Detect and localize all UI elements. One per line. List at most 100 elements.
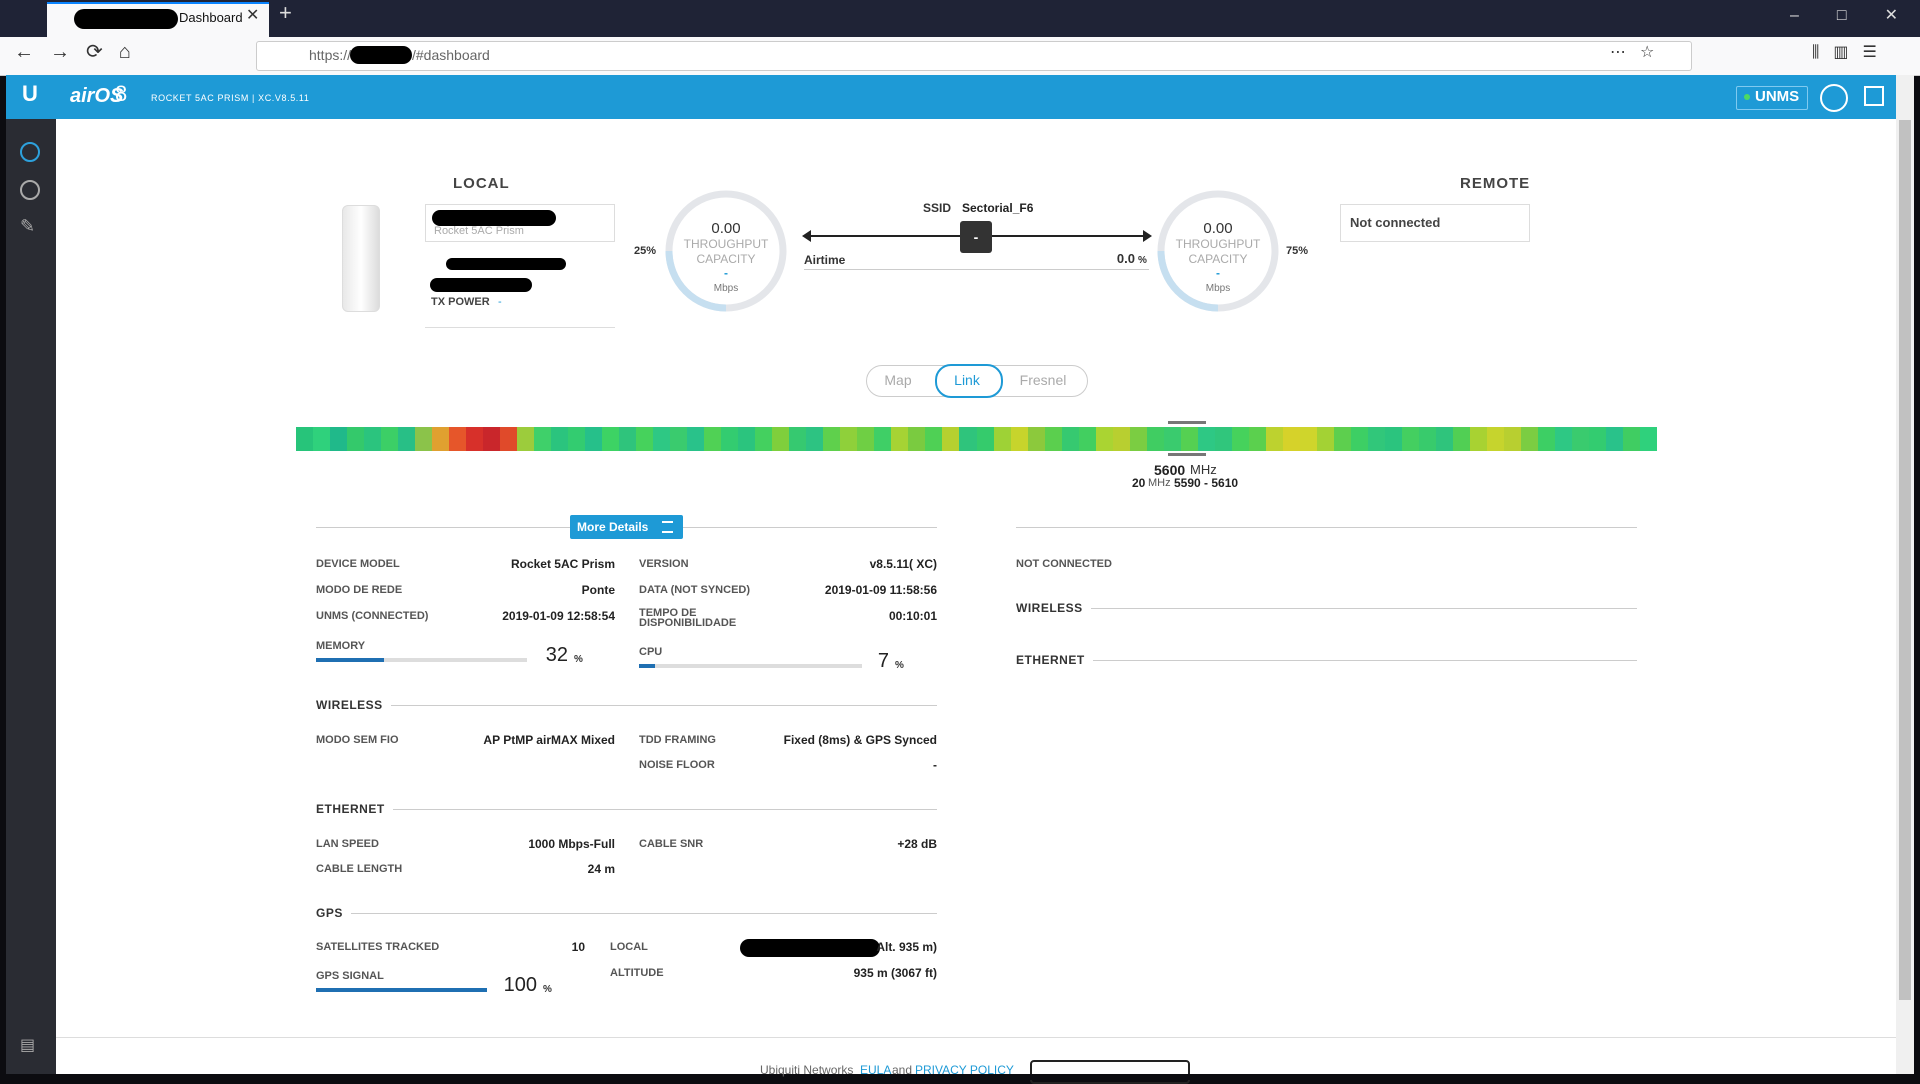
footer-privacy[interactable]: PRIVACY POLICY <box>915 1063 1014 1077</box>
spectrum-cell <box>1129 427 1148 451</box>
new-tab[interactable]: + <box>279 0 292 25</box>
airtime-value: 0.0 <box>1116 251 1135 266</box>
spectrum-cell <box>959 427 977 451</box>
brand-version: 8 <box>115 81 128 106</box>
sidebar-dashboard[interactable] <box>20 142 40 162</box>
sidebar-settings[interactable] <box>20 180 40 200</box>
spectrum-cell <box>517 427 535 451</box>
local-title: LOCAL <box>453 175 510 192</box>
spectrum-cell <box>602 427 620 451</box>
tools-button[interactable] <box>1820 84 1848 112</box>
local-box <box>425 204 615 242</box>
ssid: Sectorial_F6 <box>962 201 1034 215</box>
divider <box>1016 527 1637 528</box>
sidebar-tools[interactable]: ✎ <box>20 216 36 236</box>
spectrum-cell <box>500 427 518 451</box>
spectrum-cell <box>296 427 314 451</box>
menu-icons[interactable]: ⫼▥☰ <box>1812 44 1891 61</box>
spectrum-cell <box>823 427 841 451</box>
spectrum-cell <box>704 427 722 451</box>
link-button[interactable] <box>960 221 992 253</box>
detail-label: SATELLITES TRACKED <box>316 941 440 953</box>
spectrum-cell <box>1605 427 1624 451</box>
spectrum-cell <box>1486 427 1505 451</box>
redaction <box>74 9 178 29</box>
gauge-value: 0.00 <box>1203 220 1233 237</box>
unms-button[interactable] <box>1736 86 1808 110</box>
spectrum-cell <box>1299 427 1318 451</box>
detail-value: Fixed (8ms) & GPS Synced <box>783 733 937 747</box>
spectrum-cell <box>874 427 892 451</box>
gauge-arc <box>1157 250 1219 312</box>
spectrum-cell <box>619 427 637 451</box>
sidebar-log[interactable]: ▤ <box>20 1037 36 1054</box>
detail-label: MODO SEM FIO <box>316 734 399 746</box>
tab-close[interactable]: ✕ <box>246 7 260 24</box>
spectrum-cell <box>534 427 552 451</box>
gauge-dash: - <box>724 266 728 280</box>
redaction <box>740 939 880 957</box>
spectrum-cell <box>976 427 994 451</box>
spectrum-cell <box>1180 427 1199 451</box>
brand: airOS <box>70 85 124 107</box>
redaction <box>446 258 566 270</box>
scroll-thumb[interactable] <box>1899 120 1911 1000</box>
view-tab[interactable]: Fresnel <box>1019 372 1067 388</box>
spectrum-cell <box>1078 427 1097 451</box>
more-details-button[interactable] <box>570 515 683 539</box>
airtime-line <box>804 269 1149 270</box>
window-controls[interactable]: –□✕ <box>1790 7 1898 24</box>
spectrum-cell <box>1639 427 1658 451</box>
spectrum-cell <box>466 427 484 451</box>
spectrum-cell <box>568 427 586 451</box>
detail-value: +28 dB <box>897 837 937 851</box>
detail-value: Alt. 935 m) <box>876 940 937 954</box>
airtime-label: Airtime <box>804 253 846 267</box>
spectrum-cell <box>483 427 501 451</box>
spectrum-cell <box>1537 427 1556 451</box>
footer-and: and <box>892 1063 913 1077</box>
width: 20 <box>1132 476 1146 490</box>
view-tab[interactable]: Link <box>954 372 980 388</box>
footer-company: Ubiquiti Networks <box>760 1063 854 1077</box>
toolbar-icons[interactable]: ⋯☆ <box>1610 44 1669 61</box>
gauge-unit: Mbps <box>713 283 739 294</box>
section-title: GPS <box>316 905 351 921</box>
spectrum-cell <box>653 427 671 451</box>
footer-eula[interactable]: EULA <box>860 1063 892 1077</box>
spectrum-cell <box>1435 427 1454 451</box>
gps-signal-bar <box>316 988 487 992</box>
logout-button[interactable] <box>1864 86 1884 106</box>
spectrum-cell <box>1163 427 1182 451</box>
spectrum-cell <box>1452 427 1471 451</box>
spectrum-cell <box>330 427 348 451</box>
spectrum-cell <box>1588 427 1607 451</box>
more-details-icon <box>662 521 673 533</box>
gauge-ring <box>665 190 787 312</box>
view-tab[interactable]: Map <box>884 372 912 388</box>
spectrum-cell <box>1520 427 1539 451</box>
section-line <box>316 913 937 914</box>
app-header <box>6 75 1896 119</box>
detail-value: - <box>933 758 937 772</box>
tab-bar <box>0 0 1920 37</box>
detail-value: v8.5.11( XC) <box>869 557 937 571</box>
spectrum-cell <box>636 427 654 451</box>
tab-active[interactable] <box>935 364 1003 398</box>
freq-range: 5590 - 5610 <box>1174 476 1239 490</box>
redaction <box>430 278 532 292</box>
section-title: ETHERNET <box>1016 652 1093 668</box>
remote-box <box>1340 204 1530 242</box>
nav-buttons[interactable]: ←→⟳⌂ <box>14 41 147 63</box>
url-box[interactable] <box>256 41 1692 71</box>
memory-bar <box>316 658 384 662</box>
detail-value: Ponte <box>581 583 615 597</box>
gauge-ring <box>1157 190 1279 312</box>
spectrum-cell <box>772 427 790 451</box>
spectrum-cell <box>721 427 739 451</box>
spectrum-cell <box>993 427 1011 451</box>
spectrum-cell <box>925 427 943 451</box>
spectrum-cell <box>891 427 909 451</box>
spectrum-cell <box>1554 427 1573 451</box>
spectrum-cell <box>1469 427 1488 451</box>
